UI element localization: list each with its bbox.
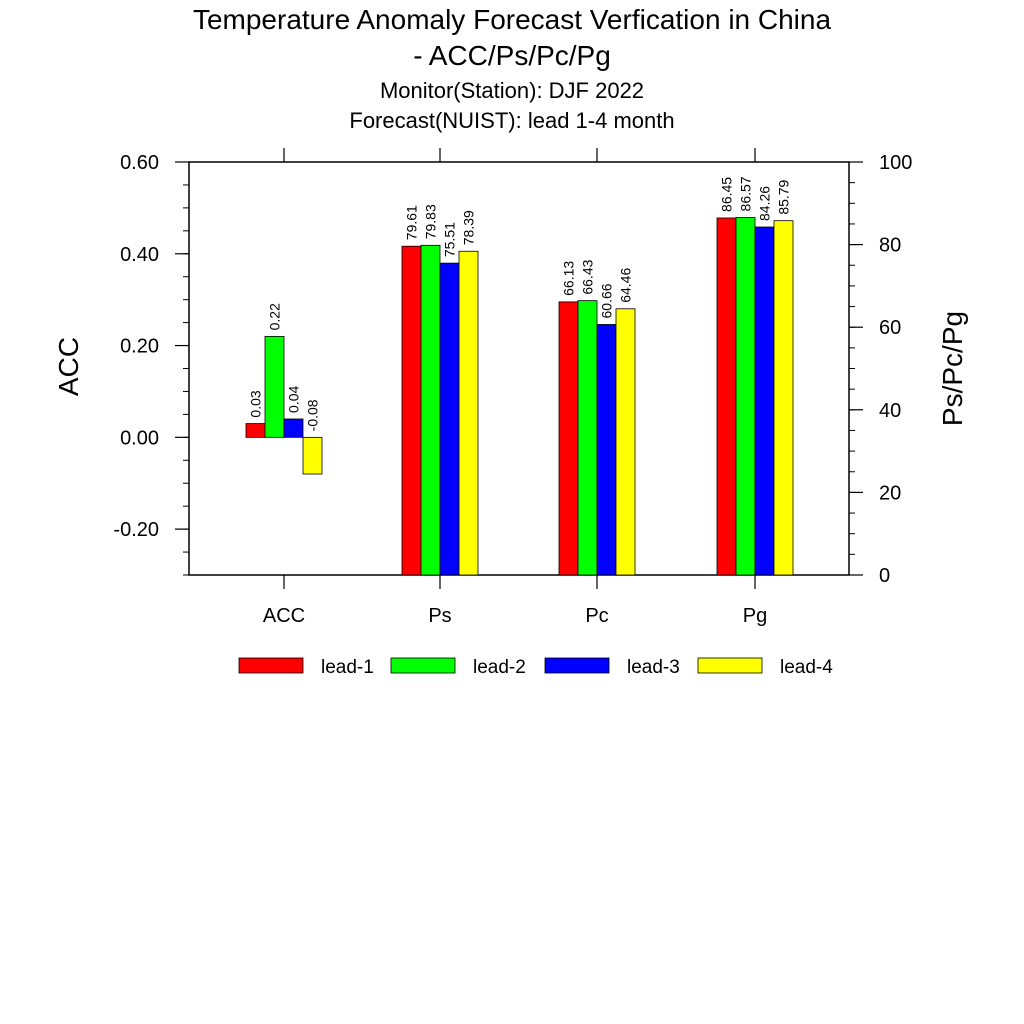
bar-lead-3-Ps [439, 262, 460, 576]
left-tick-label: 0.00 [120, 427, 159, 449]
right-tick-label: 80 [879, 235, 901, 257]
data-label: -0.08 [305, 399, 321, 431]
data-label: 86.45 [719, 177, 735, 212]
data-label: 60.66 [599, 283, 615, 318]
chart-subtitle-forecast: Forecast(NUIST): lead 1-4 month [349, 108, 675, 133]
left-tick-label: 0.40 [120, 244, 159, 266]
data-label: 78.39 [461, 210, 477, 245]
chart-title: Temperature Anomaly Forecast Verfication… [192, 4, 832, 35]
right-axis-title: Ps/Pc/Pg [937, 311, 968, 426]
legend-label: lead-3 [627, 657, 680, 678]
left-axis-title: ACC [53, 337, 84, 396]
bar-lead-1-Pg [716, 217, 737, 576]
left-tick-label: -0.20 [113, 519, 159, 541]
bar-lead-1-Pc [558, 301, 579, 576]
right-tick-label: 100 [879, 152, 912, 174]
legend-swatch-lead-2 [390, 657, 456, 674]
bar-lead-3-Pc [596, 324, 617, 576]
category-label: Pg [743, 605, 767, 627]
chart-title-line2: - ACC/Ps/Pc/Pg [413, 40, 611, 71]
chart-subtitle-monitor: Monitor(Station): DJF 2022 [379, 78, 645, 103]
legend-label: lead-2 [473, 657, 526, 678]
right-tick-label: 20 [879, 482, 901, 504]
data-label: 86.57 [738, 176, 754, 211]
bar-lead-4-Pg [773, 220, 794, 576]
bar-lead-2-Pc [577, 300, 598, 576]
bar-lead-2-ACC [264, 335, 285, 438]
data-label: 0.04 [286, 386, 302, 413]
category-label: ACC [263, 605, 305, 627]
bar-lead-3-Pg [754, 226, 775, 576]
bar-lead-1-ACC [245, 423, 266, 438]
right-tick-label: 40 [879, 400, 901, 422]
bar-lead-2-Pg [735, 217, 756, 576]
category-label: Ps [428, 605, 451, 627]
bar-lead-4-Ps [458, 250, 479, 576]
bar-lead-4-ACC [302, 436, 323, 475]
data-label: 0.03 [248, 390, 264, 417]
right-tick-label: 60 [879, 317, 901, 339]
data-label: 85.79 [776, 179, 792, 214]
legend-label: lead-4 [780, 657, 833, 678]
left-tick-label: 0.60 [120, 152, 159, 174]
data-label: 75.51 [442, 222, 458, 257]
right-tick-label: 0 [879, 565, 890, 587]
data-label: 66.43 [580, 259, 596, 294]
bar-lead-2-Ps [420, 244, 441, 576]
category-label: Pc [585, 605, 608, 627]
legend-swatch-lead-1 [238, 657, 304, 674]
legend-swatch-lead-4 [697, 657, 763, 674]
bar-lead-3-ACC [283, 418, 304, 438]
data-label: 79.61 [404, 205, 420, 240]
data-label: 0.22 [267, 303, 283, 330]
left-tick-label: 0.20 [120, 336, 159, 358]
legend-label: lead-1 [321, 657, 374, 678]
data-label: 84.26 [757, 186, 773, 221]
data-label: 79.83 [423, 204, 439, 239]
legend-swatch-lead-3 [544, 657, 610, 674]
data-label: 66.13 [561, 261, 577, 296]
data-label: 64.46 [618, 268, 634, 303]
bar-lead-1-Ps [401, 245, 422, 576]
bar-lead-4-Pc [615, 308, 636, 576]
